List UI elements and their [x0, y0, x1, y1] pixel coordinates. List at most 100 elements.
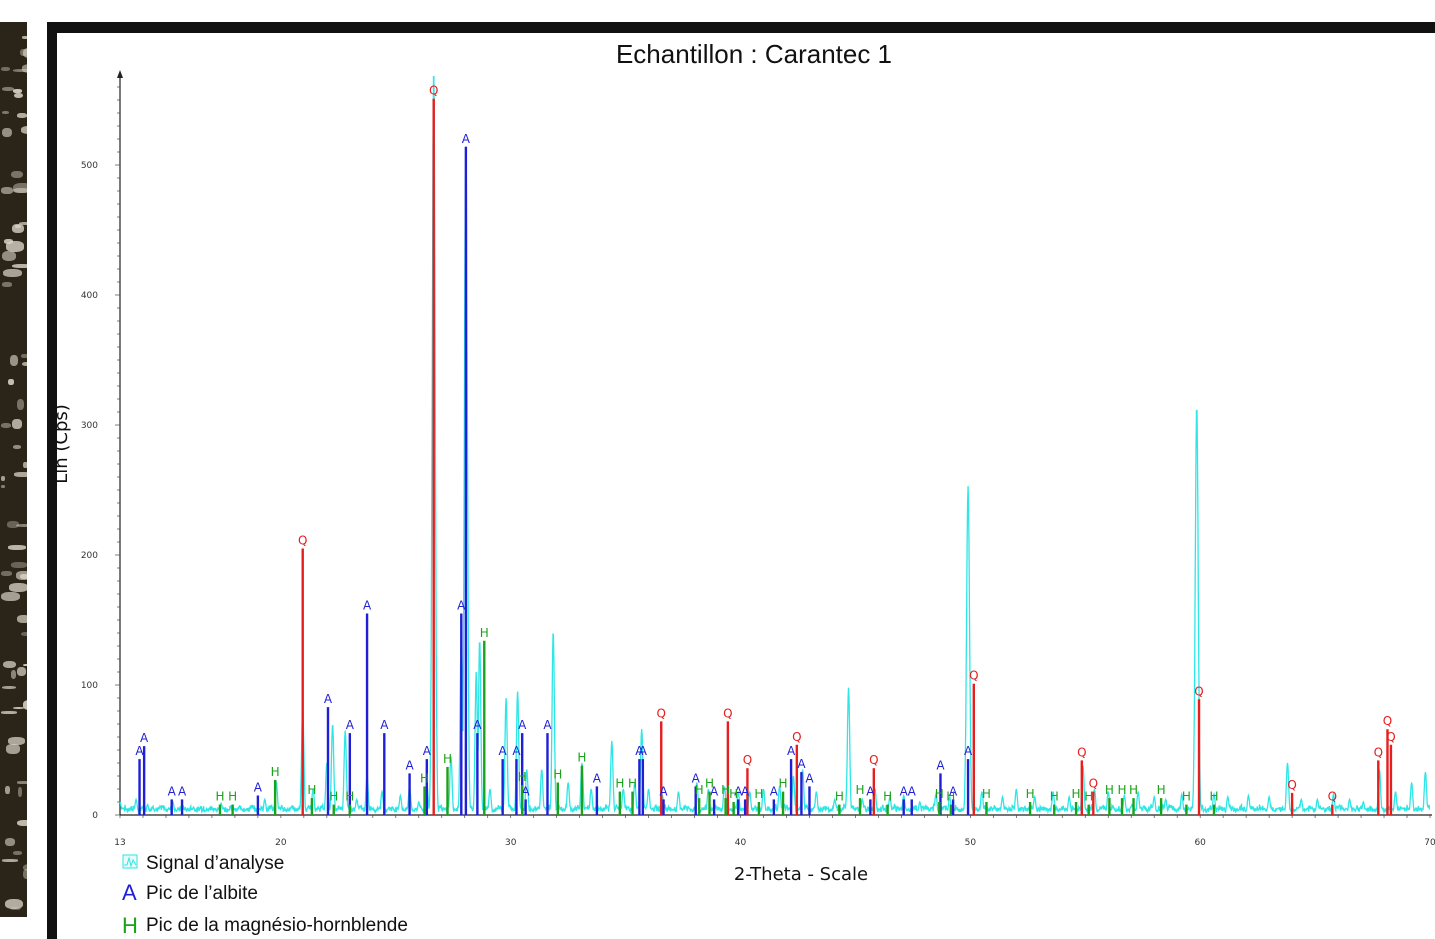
- photo-grain: [7, 736, 26, 745]
- quartz-peak-label: Q: [969, 669, 978, 683]
- photo-grain: [17, 113, 27, 119]
- hornblende-peak-label: H: [615, 777, 624, 791]
- albite-peak-label: A: [866, 784, 875, 798]
- photo-grain: [0, 571, 12, 576]
- albite-peak-label: A: [423, 744, 432, 758]
- quartz-peak-label: Q: [743, 753, 752, 767]
- photo-grain: [0, 422, 11, 428]
- albite-peak-label: A: [457, 599, 466, 613]
- hornblende-peak-label: H: [729, 787, 738, 801]
- hornblende-peak-label: H: [553, 768, 562, 782]
- photo-grain: [1, 859, 18, 862]
- photo-grain: [1, 281, 12, 287]
- hornblende-peak-label: H: [1026, 787, 1035, 801]
- albite-peak-label: A: [473, 718, 482, 732]
- quartz-peak-label: Q: [723, 706, 732, 720]
- albite-peak-label: A: [512, 744, 521, 758]
- signal-icon-wave: [124, 856, 137, 868]
- albite-peak-label: A: [346, 718, 355, 732]
- albite-peak-label: A: [936, 758, 945, 772]
- hornblende-peak-label: H: [215, 790, 224, 804]
- y-tick-label: 400: [81, 291, 98, 301]
- photo-grain: [1, 710, 17, 714]
- hornblende-peak-label: H: [329, 790, 338, 804]
- photo-grain: [4, 899, 24, 910]
- photo-grain: [1, 111, 9, 115]
- quartz-peak-label: Q: [1386, 730, 1395, 744]
- photo-grain: [14, 472, 27, 477]
- legend-label-albite: Pic de l’albite: [146, 883, 258, 904]
- hornblende-peak-label: H: [271, 765, 280, 779]
- photo-grain: [11, 561, 27, 568]
- photo-grain: [12, 706, 24, 709]
- x-tick-label: 70: [1424, 838, 1435, 848]
- albite-peak-label: A: [770, 784, 779, 798]
- albite-peak-label: A: [380, 718, 389, 732]
- albite-peak-label: A: [522, 784, 531, 798]
- photo-grain: [5, 786, 10, 795]
- photo-grain: [5, 241, 25, 252]
- photo-grain: [21, 354, 27, 359]
- albite-peak-label: A: [797, 757, 806, 771]
- photo-grain: [6, 520, 19, 528]
- quartz-peak-label: Q: [1287, 778, 1296, 792]
- hornblende-peak-label: H: [1129, 783, 1138, 797]
- albite-peak-label: A: [254, 781, 263, 795]
- albite-peak-label: A: [363, 599, 372, 613]
- hornblende-peak-label: H: [721, 783, 730, 797]
- photo-grain: [11, 170, 24, 179]
- hornblende-peak-label: H: [946, 790, 955, 804]
- y-tick-label: 300: [81, 421, 98, 431]
- quartz-peak-label: Q: [1194, 684, 1203, 698]
- albite-peak-label: A: [659, 784, 668, 798]
- albite-peak-label: A: [518, 718, 527, 732]
- x-tick-label: 50: [965, 838, 977, 848]
- photo-grain: [0, 484, 5, 488]
- photo-grain: [10, 355, 19, 366]
- photo-grain: [16, 570, 27, 580]
- frame-left-border: [47, 22, 57, 939]
- hornblende-peak-label: H: [982, 787, 991, 801]
- y-tick-label: 0: [92, 811, 98, 821]
- x-tick-label: 30: [505, 838, 517, 848]
- hornblende-peak-label: H: [307, 783, 316, 797]
- hornblende-peak-label: H: [1118, 783, 1127, 797]
- specimen-photo-strip: [0, 22, 27, 917]
- y-axis-title: Lin (Cps): [51, 404, 72, 484]
- hornblende-peak-label: H: [420, 771, 429, 785]
- albite-peak-label: A: [499, 744, 508, 758]
- albite-peak-label: A: [908, 784, 917, 798]
- hornblende-peak-label: H: [705, 777, 714, 791]
- photo-grain: [17, 781, 27, 784]
- hornblende-peak-label: H: [754, 787, 763, 801]
- y-tick-label: 500: [81, 161, 98, 171]
- photo-grain: [22, 868, 27, 880]
- hornblende-peak-label: H: [779, 777, 788, 791]
- quartz-peak-label: Q: [1374, 745, 1383, 759]
- albite-peak-label: A: [692, 771, 701, 785]
- photo-grain: [23, 461, 27, 468]
- legend-item-hornblende: H Pic de la magnésio-hornblende: [122, 913, 408, 938]
- legend-label-signal: Signal d’analyse: [146, 853, 284, 874]
- photo-grain: [1, 685, 17, 689]
- photo-grain: [13, 89, 23, 93]
- photo-grain: [12, 851, 22, 855]
- photo-grain: [11, 224, 24, 234]
- albite-peak-label: A: [787, 744, 796, 758]
- photo-grain: [16, 399, 25, 411]
- hornblende-peak-label: H: [1105, 783, 1114, 797]
- photo-grain: [1, 591, 20, 602]
- chart-axes: [117, 70, 1432, 816]
- albite-peak-label: A: [543, 718, 552, 732]
- hornblende-peak-label: H: [835, 790, 844, 804]
- albite-peak-label: A: [593, 771, 602, 785]
- photo-grain: [11, 419, 22, 429]
- albite-peak-label: A: [405, 758, 414, 772]
- photo-grain: [1, 187, 14, 195]
- albite-peak-label: A: [135, 744, 144, 758]
- photo-grain: [3, 660, 17, 669]
- hornblende-peak-label: H: [935, 787, 944, 801]
- photo-grain: [16, 614, 27, 623]
